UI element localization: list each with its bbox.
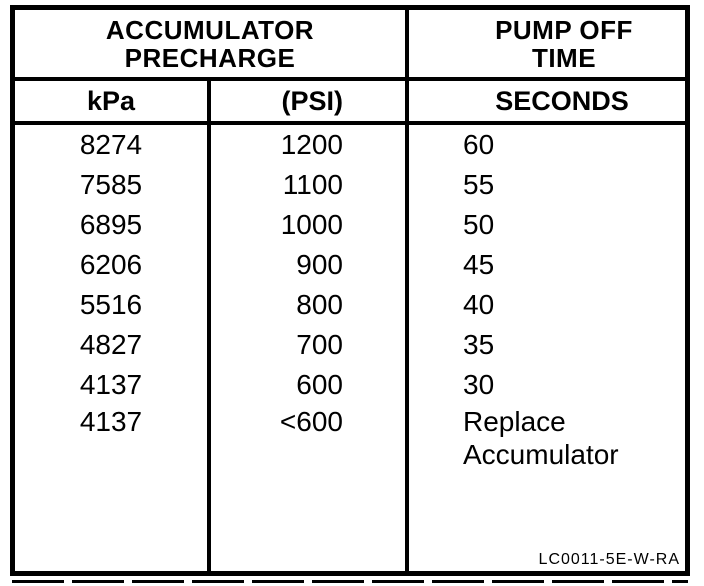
cell-kpa: 4137: [79, 369, 143, 400]
column-header-seconds: SECONDS: [495, 85, 629, 116]
cell-psi: 1100: [282, 169, 343, 200]
cell-kpa: 8274: [79, 129, 143, 160]
header-line: TIME: [531, 42, 597, 73]
table-row-replace-accumulator: 4137 <600 Replace Accumulator: [15, 405, 685, 471]
header-pump-off-time: PUMP OFF TIME: [409, 10, 685, 77]
cell-kpa: 6206: [79, 249, 143, 280]
header-accumulator-precharge: ACCUMULATOR PRECHARGE: [15, 10, 405, 77]
cell-kpa: 7585: [79, 169, 143, 200]
table-row: 4137 600 30: [15, 365, 685, 405]
cell-seconds: 45: [463, 249, 495, 280]
table-row: 4827 700 35: [15, 325, 685, 365]
cell-seconds: 55: [463, 169, 495, 200]
cell-psi: 900: [296, 249, 343, 280]
column-divider-kpa-psi: [207, 77, 211, 571]
column-header-psi: (PSI): [281, 85, 343, 116]
figure-code: LC0011-5E-W-RA: [538, 551, 680, 568]
cell-seconds: 30: [463, 369, 495, 400]
cell-psi: 800: [296, 289, 343, 320]
table-row: 6206 900 45: [15, 245, 685, 285]
cell-psi: 600: [296, 369, 343, 400]
header-line: ACCUMULATOR: [105, 14, 315, 45]
column-divider-precharge-pumpoff: [405, 10, 409, 571]
cell-seconds: 35: [463, 329, 495, 360]
cell-kpa: 4137: [79, 406, 143, 437]
table-row: 6895 1000 50: [15, 205, 685, 245]
table-row: 7585 1100 55: [15, 165, 685, 205]
replace-accumulator-text: Replace Accumulator: [463, 406, 619, 470]
cell-psi: 1200: [280, 129, 343, 160]
cell-seconds: 40: [463, 289, 495, 320]
cell-seconds: 50: [463, 209, 495, 240]
accumulator-precharge-table: ACCUMULATOR PRECHARGE PUMP OFF TIME kPa …: [10, 5, 690, 576]
cell-kpa: 6895: [79, 209, 143, 240]
cell-psi: <600: [279, 406, 343, 437]
cell-kpa: 4827: [79, 329, 143, 360]
scan-artifact-line: [12, 580, 688, 583]
table-row: 5516 800 40: [15, 285, 685, 325]
subheader-separator-line: [15, 121, 685, 125]
header-line: PRECHARGE: [124, 42, 296, 73]
header-line: PUMP OFF: [495, 14, 633, 45]
cell-psi: 700: [296, 329, 343, 360]
cell-kpa: 5516: [79, 289, 143, 320]
table-body: 8274 1200 60 7585 1100 55 6895 1000 50 6…: [15, 125, 685, 571]
column-header-kpa: kPa: [86, 85, 136, 116]
header-separator-line: [15, 77, 685, 81]
table-row: 8274 1200 60: [15, 125, 685, 165]
cell-seconds: 60: [463, 129, 495, 160]
cell-seconds: Replace Accumulator: [409, 405, 685, 471]
cell-psi: 1000: [280, 209, 343, 240]
